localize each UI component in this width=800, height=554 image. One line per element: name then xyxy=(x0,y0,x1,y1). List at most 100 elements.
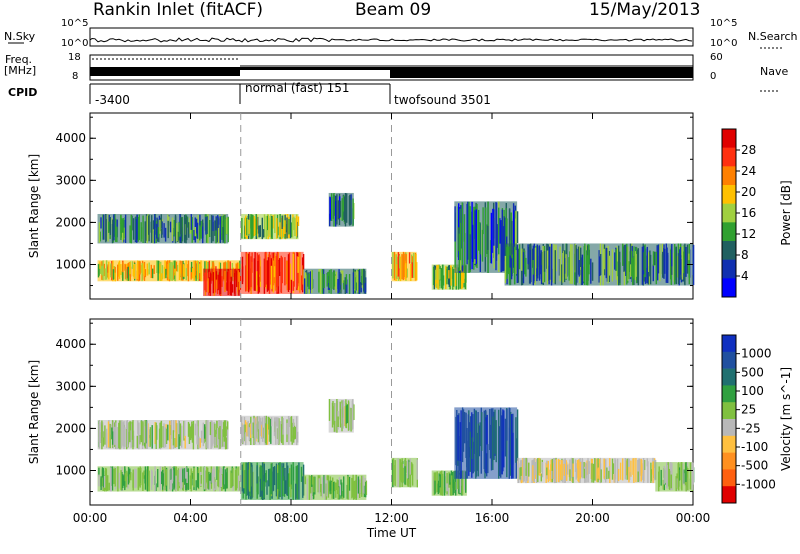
echo-cell xyxy=(682,463,684,485)
echo-cell xyxy=(397,252,400,277)
echo-cell xyxy=(248,219,250,234)
colorbar-segment xyxy=(722,486,736,504)
colorbar-segment xyxy=(722,241,736,260)
echo-cell xyxy=(461,407,464,463)
echo-cell xyxy=(439,269,441,280)
echo-cell xyxy=(103,263,105,277)
echo-cell xyxy=(230,473,233,488)
echo-cell xyxy=(455,416,457,466)
echo-cell xyxy=(151,215,153,243)
echo-cell xyxy=(574,459,577,472)
echo-cell xyxy=(658,471,660,492)
echo-cell xyxy=(516,244,518,283)
echo-cell xyxy=(333,270,336,287)
echo-cell xyxy=(204,470,207,491)
echo-cell xyxy=(644,244,646,278)
echo-cell xyxy=(140,420,143,443)
echo-cell xyxy=(113,468,115,485)
echo-cell xyxy=(199,438,201,448)
echo-cell xyxy=(124,473,127,482)
echo-cell xyxy=(500,407,502,478)
echo-cell xyxy=(493,245,495,269)
echo-cell xyxy=(120,264,122,276)
echo-cell xyxy=(410,263,412,281)
echo-cell xyxy=(539,458,541,473)
echo-cell xyxy=(438,265,440,290)
echo-cell xyxy=(253,216,255,236)
echo-cell xyxy=(468,201,470,273)
echo-cell xyxy=(144,269,147,278)
echo-cell xyxy=(259,467,261,497)
echo-cell xyxy=(204,466,206,490)
echo-cell xyxy=(132,469,134,491)
echo-cell xyxy=(129,468,131,478)
echo-cell xyxy=(346,404,349,423)
echo-cell xyxy=(267,416,269,430)
echo-cell xyxy=(342,491,344,500)
echo-cell xyxy=(528,462,530,477)
echo-cell xyxy=(499,218,501,244)
echo-cell xyxy=(261,462,264,500)
echo-cell xyxy=(102,260,104,281)
echo-cell xyxy=(190,426,192,441)
echo-cell xyxy=(353,404,355,420)
echo-cell xyxy=(531,460,533,483)
echo-cell xyxy=(165,469,168,486)
echo-cell xyxy=(102,214,104,240)
echo-cell xyxy=(466,428,468,479)
echo-cell xyxy=(306,478,308,500)
echo-cell xyxy=(169,221,172,233)
echo-cell xyxy=(342,270,344,283)
echo-cell xyxy=(105,468,108,492)
echo-cell xyxy=(304,278,306,294)
echo-cell xyxy=(680,462,682,480)
echo-cell xyxy=(339,484,342,496)
colorbar-label: Power [dB] xyxy=(779,180,793,245)
echo-cell xyxy=(248,427,250,441)
echo-cell xyxy=(270,214,272,240)
echo-cell xyxy=(153,230,156,244)
echo-cell xyxy=(189,475,192,490)
echo-cell xyxy=(253,258,255,291)
echo-cell xyxy=(97,264,100,278)
echo-cell xyxy=(105,428,108,448)
echo-cell xyxy=(513,210,515,267)
echo-cell xyxy=(392,252,394,279)
colorbar-tick-label: -100 xyxy=(741,440,768,454)
echo-cell xyxy=(265,415,267,445)
time-axis: 00:00 04:00 08:00 12:00 16:00 20:00 00:00 Time … xyxy=(73,511,711,540)
echo-cell xyxy=(154,466,156,492)
echo-cell xyxy=(416,262,418,281)
echo-cell xyxy=(590,258,592,284)
echo-cell xyxy=(627,246,629,281)
echo-cell xyxy=(458,479,460,494)
echo-cell xyxy=(435,277,437,288)
echo-cell xyxy=(254,218,257,235)
echo-cell xyxy=(688,260,690,278)
echo-cell xyxy=(515,210,517,265)
echo-cell xyxy=(118,422,120,449)
echo-cell xyxy=(225,472,227,489)
echo-cell xyxy=(394,460,396,486)
echo-cell xyxy=(489,424,492,459)
echo-cell xyxy=(675,246,677,285)
echo-cell xyxy=(220,468,223,478)
echo-cell xyxy=(516,211,519,243)
echo-cell xyxy=(177,420,180,435)
echo-cell xyxy=(227,269,229,295)
echo-cell xyxy=(634,251,636,281)
echo-cell xyxy=(218,427,220,445)
echo-cell xyxy=(311,475,314,485)
echo-cell xyxy=(641,464,643,473)
echo-cell xyxy=(190,214,192,230)
echo-cell xyxy=(436,471,438,493)
echo-cell xyxy=(465,471,467,493)
echo-cell xyxy=(99,231,101,242)
echo-cell xyxy=(492,208,494,253)
echo-cell xyxy=(532,465,534,481)
x-tick-label: 00:00 xyxy=(676,511,711,525)
echo-cell xyxy=(680,262,683,283)
echo-cell xyxy=(614,252,616,270)
echo-cell xyxy=(575,468,577,480)
echo-cell xyxy=(341,400,343,432)
